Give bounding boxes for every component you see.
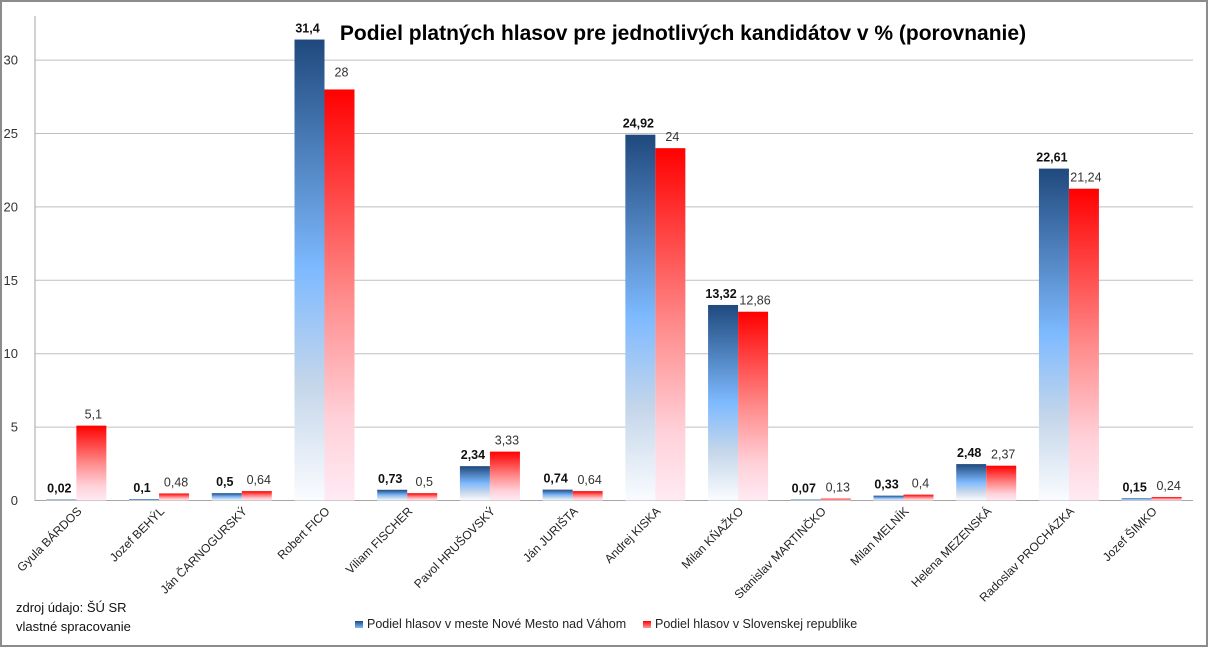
x-category-label: Gyula BÁRDOS — [14, 504, 85, 575]
bar-city — [377, 489, 408, 501]
y-axis-ticks: 0 5 10 15 20 25 30 — [4, 53, 18, 508]
bar-city — [294, 39, 325, 501]
y-tick-label: 5 — [11, 420, 18, 435]
data-label-city: 0,02 — [47, 482, 71, 496]
x-category-label: Radoslav PROCHÁZKA — [976, 504, 1077, 605]
legend-swatch-blue — [355, 620, 363, 628]
bar-city — [459, 466, 490, 501]
data-label-city: 0,1 — [133, 481, 150, 495]
bar-city — [708, 304, 739, 501]
bar-sr — [1151, 496, 1182, 501]
bar-sr — [1068, 188, 1099, 501]
bar-city — [790, 499, 821, 501]
data-label-city: 2,48 — [957, 446, 981, 460]
bar-sr — [159, 493, 190, 501]
x-category-label: Ján ČARNOGURSKÝ — [157, 504, 250, 597]
data-label-city: 0,07 — [792, 481, 816, 495]
data-label-sr: 12,86 — [739, 294, 770, 308]
source-note: zdroj údajo: ŠÚ SR — [16, 600, 127, 615]
bar-sr — [241, 491, 272, 501]
y-tick-label: 0 — [11, 493, 18, 508]
bar-sr — [820, 498, 851, 501]
data-label-city: 0,15 — [1122, 480, 1146, 494]
bar-sr — [76, 425, 107, 501]
bar-sr — [407, 493, 438, 501]
data-label-sr: 0,48 — [164, 475, 188, 489]
bar-city — [956, 464, 987, 501]
data-label-city: 0,74 — [543, 472, 567, 486]
data-label-city: 2,34 — [461, 448, 485, 462]
bar-city — [46, 499, 77, 501]
data-label-sr: 0,64 — [247, 473, 271, 487]
x-category-label: Robert FICO — [275, 504, 333, 562]
y-tick-label: 30 — [4, 53, 18, 68]
bar-sr — [986, 465, 1017, 501]
bar-sr — [903, 494, 934, 501]
data-label-sr: 0,64 — [577, 473, 601, 487]
data-label-sr: 0,5 — [416, 475, 433, 489]
x-category-label: Jozef BEHÝL — [106, 503, 167, 564]
data-label-sr: 21,24 — [1070, 171, 1101, 185]
x-category-label: Milan MELNÍK — [847, 504, 912, 569]
bar-city — [1038, 168, 1069, 501]
data-label-city: 0,33 — [874, 478, 898, 492]
data-label-city: 31,4 — [295, 22, 319, 36]
bar-city — [542, 489, 573, 501]
x-category-label: Pavol HRUŠOVSKÝ — [411, 504, 498, 591]
data-label-sr: 0,24 — [1156, 479, 1180, 493]
y-tick-label: 10 — [4, 346, 18, 361]
x-category-label: Stanislav MARTINČKO — [731, 504, 829, 602]
bar-sr — [655, 148, 686, 501]
y-tick-label: 25 — [4, 126, 18, 141]
bar-city — [1121, 498, 1152, 501]
data-label-sr: 2,37 — [991, 448, 1015, 462]
bar-city — [211, 493, 242, 501]
legend-label-city: Podiel hlasov v meste Nové Mesto nad Váh… — [367, 617, 627, 631]
data-label-city: 0,5 — [216, 475, 233, 489]
x-category-label: Andrej KISKA — [602, 504, 664, 566]
x-category-label: Viliam FISCHER — [343, 504, 416, 577]
data-label-sr: 3,33 — [495, 434, 519, 448]
legend-label-sr: Podiel hlasov v Slovenskej republike — [655, 617, 858, 631]
y-tick-label: 20 — [4, 199, 18, 214]
chart-title: Podiel platných hlasov pre jednotlivých … — [340, 22, 1026, 45]
x-category-label: Helena MEZENSKÁ — [908, 504, 995, 591]
x-category-label: Jozef ŠIMKO — [1099, 504, 1160, 565]
data-label-sr: 5,1 — [85, 408, 102, 422]
bar-sr — [572, 491, 603, 501]
y-tick-label: 15 — [4, 273, 18, 288]
data-label-city: 0,73 — [378, 472, 402, 486]
data-label-sr: 24 — [665, 130, 679, 144]
gridlines — [35, 59, 1193, 501]
data-label-city: 24,92 — [623, 117, 654, 131]
bar-city — [129, 499, 160, 501]
bar-sr — [738, 311, 769, 501]
data-label-sr: 0,13 — [826, 481, 850, 495]
bar-city — [873, 495, 904, 501]
processing-note: vlastné spracovanie — [16, 619, 131, 634]
bars — [46, 39, 1182, 501]
legend-swatch-red — [643, 620, 651, 628]
data-label-city: 22,61 — [1036, 151, 1067, 165]
x-category-label: Ján JURIŠTA — [519, 504, 580, 565]
legend-item-city: Podiel hlasov v meste Nové Mesto nad Váh… — [355, 617, 626, 631]
data-label-sr: 0,4 — [912, 477, 929, 491]
bar-city — [625, 134, 656, 501]
bar-sr — [324, 89, 355, 501]
bar-sr — [489, 451, 520, 501]
data-label-sr: 28 — [335, 65, 349, 79]
x-category-label: Milan KŇAŽKO — [678, 504, 746, 572]
data-label-city: 13,32 — [705, 287, 736, 301]
data-labels: 0,02 5,1 0,1 0,48 0,5 0,64 31,4 28 0,73 0,5 2,34 3,… — [47, 22, 1181, 496]
legend-item-sr: Podiel hlasov v Slovenskej republike — [643, 617, 857, 631]
